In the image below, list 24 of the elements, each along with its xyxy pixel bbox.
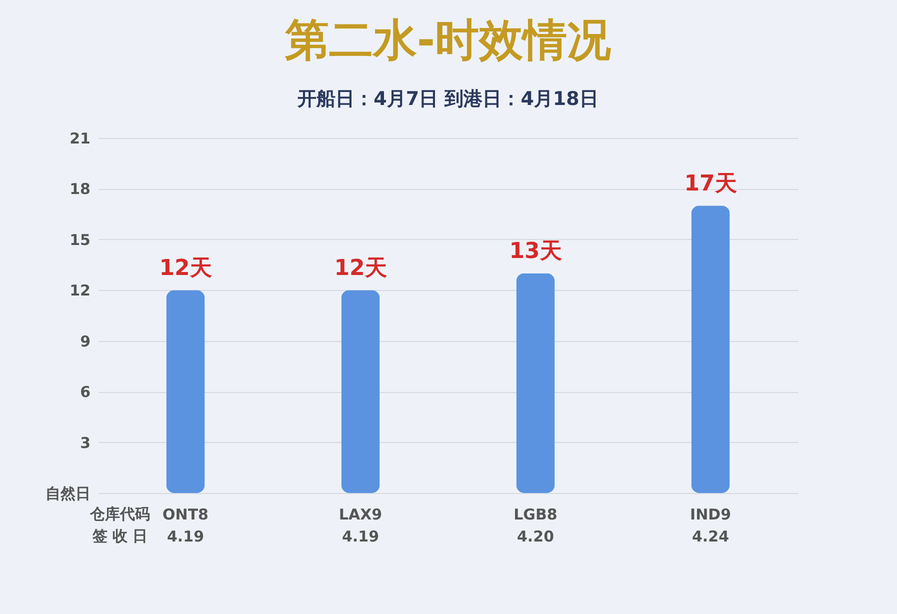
y-tick-label: 9 — [80, 332, 90, 350]
y-tick-label: 12 — [70, 282, 90, 300]
x-tick-label: LGB8 4.20 — [514, 506, 558, 546]
bar — [691, 206, 730, 493]
y-tick-label: 3 — [80, 434, 90, 452]
y-tick-label: 18 — [70, 180, 90, 198]
x-tick-label: IND9 4.24 — [690, 506, 732, 546]
bar — [166, 290, 205, 493]
y-tick-label: 15 — [70, 230, 90, 249]
data-label: 17天 — [684, 172, 737, 197]
chart-title: 第二水-时效情况 — [284, 15, 612, 66]
bar — [516, 273, 555, 493]
chart-subtitle: 开船日：4月7日 到港日：4月18日 — [296, 88, 598, 110]
data-label: 12天 — [159, 256, 212, 282]
x-tick-label: LAX9 4.19 — [338, 506, 382, 546]
data-label: 13天 — [509, 239, 562, 264]
text: 签 收 日 — [91, 527, 148, 545]
bar — [341, 290, 380, 493]
text: 仓库代码 — [89, 505, 150, 523]
x-tick-label: ONT8 4.19 — [162, 506, 208, 546]
y-tick-label: 自然日 — [46, 484, 90, 502]
y-tick-label: 6 — [80, 383, 90, 402]
data-label: 12天 — [334, 256, 387, 282]
y-tick-label: 21 — [70, 130, 90, 148]
